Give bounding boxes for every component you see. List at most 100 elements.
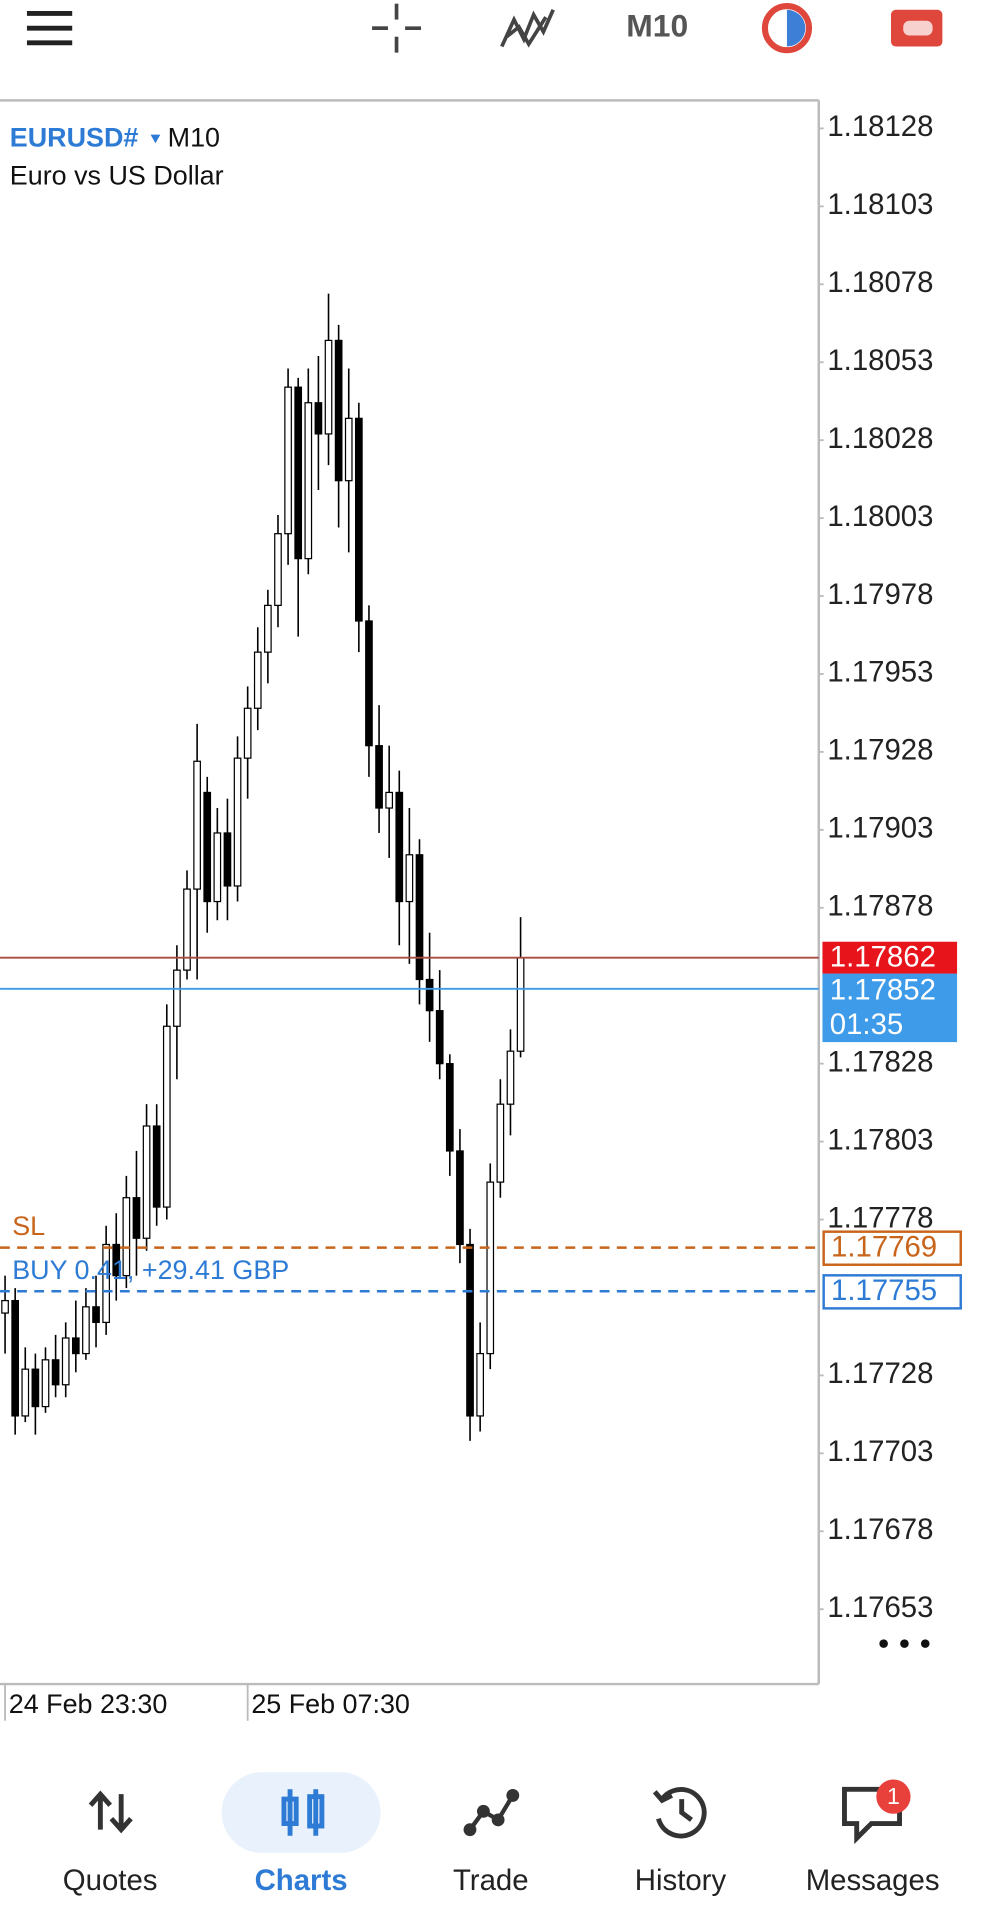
nav-tab-label[interactable]: Quotes bbox=[63, 1864, 158, 1897]
symbol[interactable]: EURUSD# bbox=[10, 123, 139, 153]
trade-icon bbox=[463, 1788, 520, 1837]
indicators-button[interactable] bbox=[500, 9, 555, 48]
candle-body bbox=[71, 1337, 80, 1355]
ask-price-label: 1.17852 bbox=[830, 974, 936, 1007]
y-tick-label: 1.17728 bbox=[827, 1357, 933, 1390]
nav-tab-label[interactable]: Trade bbox=[453, 1864, 529, 1897]
y-tick-label: 1.18003 bbox=[827, 500, 933, 533]
candle-body bbox=[253, 651, 262, 709]
order-price-label: 1.17755 bbox=[831, 1274, 937, 1307]
badge-count: 1 bbox=[887, 1783, 900, 1809]
candle-body bbox=[21, 1368, 30, 1417]
nav-tab-label[interactable]: Charts bbox=[255, 1864, 348, 1897]
candle-body bbox=[274, 533, 282, 607]
y-tick-label: 1.18128 bbox=[827, 110, 933, 143]
candle-body bbox=[304, 402, 313, 560]
candle-body bbox=[496, 1103, 505, 1183]
candle-body bbox=[476, 1352, 484, 1417]
y-tick-label: 1.17703 bbox=[827, 1435, 933, 1468]
active-tab-highlight bbox=[221, 1772, 381, 1853]
chart-header: EURUSD# M10 Euro vs US Dollar bbox=[10, 123, 224, 191]
y-tick-label: 1.17928 bbox=[827, 734, 933, 767]
y-tick-label: 1.17803 bbox=[827, 1123, 933, 1156]
candle-body bbox=[294, 386, 303, 560]
y-tick-label: 1.18028 bbox=[827, 422, 933, 455]
candle-body bbox=[344, 417, 353, 482]
ask-price-box bbox=[822, 973, 958, 1043]
candle-body bbox=[61, 1337, 70, 1386]
candle-timer: 01:35 bbox=[830, 1008, 903, 1041]
candle-body bbox=[395, 791, 404, 903]
y-tick-label: 1.17653 bbox=[827, 1591, 933, 1624]
plot-area: SL BUY 0.41, +29.41 GBP bbox=[0, 293, 819, 1441]
chart-timeframe: M10 bbox=[168, 123, 220, 153]
history-icon bbox=[652, 1787, 707, 1839]
y-tick-label: 1.17903 bbox=[827, 812, 933, 845]
y-tick-label: 1.17953 bbox=[827, 656, 933, 689]
crosshair-button[interactable] bbox=[372, 3, 422, 53]
candle-body bbox=[102, 1243, 110, 1324]
candle-body bbox=[162, 1025, 171, 1208]
candle-body bbox=[183, 888, 191, 971]
chart-frame bbox=[0, 99, 820, 1686]
bid-price-box bbox=[822, 941, 958, 974]
candle-body bbox=[152, 1125, 161, 1208]
quotes-icon bbox=[88, 1790, 133, 1834]
candle-body bbox=[82, 1306, 90, 1355]
candle-body bbox=[456, 1150, 464, 1246]
account-button[interactable] bbox=[890, 9, 943, 47]
candle-body bbox=[51, 1359, 60, 1386]
charts-icon bbox=[281, 1789, 325, 1836]
y-tick-label: 1.17978 bbox=[827, 578, 933, 611]
y-tick-label: 1.18103 bbox=[827, 188, 933, 221]
trading-button[interactable] bbox=[761, 3, 813, 54]
candle-body bbox=[142, 1125, 151, 1239]
candle-body bbox=[41, 1359, 50, 1408]
candle-body bbox=[334, 339, 343, 482]
order-label: SL bbox=[12, 1211, 45, 1241]
more-button[interactable] bbox=[879, 1639, 930, 1648]
candle-body bbox=[324, 339, 333, 435]
order-price-box bbox=[822, 1274, 962, 1310]
y-tick-label: 1.17678 bbox=[827, 1513, 933, 1546]
candle-body bbox=[243, 707, 252, 759]
candle-body bbox=[193, 760, 201, 890]
top-bar: M10 bbox=[26, 3, 943, 54]
badge bbox=[876, 1779, 911, 1814]
timeframe-button[interactable]: M10 bbox=[626, 8, 688, 44]
candle-body bbox=[223, 832, 232, 887]
candle-body bbox=[132, 1197, 141, 1239]
x-tick-label: 24 Feb 23:30 bbox=[9, 1689, 168, 1719]
order-price-label: 1.17769 bbox=[831, 1231, 937, 1264]
candle-body bbox=[284, 386, 292, 535]
candle-body bbox=[213, 832, 222, 903]
candle-body bbox=[203, 791, 212, 903]
candle-body bbox=[122, 1197, 131, 1277]
candle-body bbox=[11, 1299, 20, 1417]
menu-button[interactable] bbox=[26, 11, 73, 46]
x-tick-label: 25 Feb 07:30 bbox=[251, 1689, 410, 1719]
y-tick-label: 1.17878 bbox=[827, 890, 933, 923]
candle-body bbox=[506, 1050, 515, 1105]
candle-body bbox=[233, 757, 242, 887]
candle-body bbox=[314, 402, 323, 435]
candle-body bbox=[486, 1181, 495, 1355]
bottom-nav: 1 Quotes Charts Trade History Messages bbox=[63, 1772, 940, 1897]
candle-body bbox=[112, 1243, 121, 1277]
candle-body bbox=[445, 1063, 454, 1152]
bid-price-label: 1.17862 bbox=[830, 941, 936, 974]
candle-body bbox=[425, 978, 434, 1012]
y-tick-label: 1.17778 bbox=[827, 1201, 933, 1234]
nav-tab-label[interactable]: Messages bbox=[806, 1864, 940, 1897]
candle-body bbox=[92, 1306, 100, 1324]
symbol-description: Euro vs US Dollar bbox=[10, 161, 224, 191]
candle-body bbox=[466, 1243, 474, 1417]
y-tick-label: 1.17828 bbox=[827, 1045, 933, 1078]
candle-body bbox=[31, 1368, 40, 1408]
candle-body bbox=[1, 1299, 9, 1314]
order-price-box bbox=[822, 1230, 962, 1266]
nav-tab-label[interactable]: History bbox=[635, 1864, 727, 1897]
symbol-dropdown[interactable] bbox=[150, 134, 161, 144]
order-label: BUY 0.41, +29.41 GBP bbox=[12, 1255, 289, 1285]
